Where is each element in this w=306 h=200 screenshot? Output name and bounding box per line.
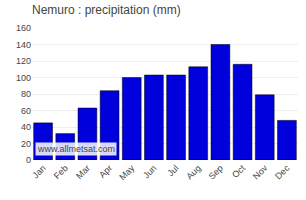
svg-text:Nemuro : precipitation (mm): Nemuro : precipitation (mm) bbox=[32, 3, 181, 17]
svg-text:100: 100 bbox=[16, 73, 31, 83]
svg-text:160: 160 bbox=[16, 23, 31, 33]
svg-text:60: 60 bbox=[21, 106, 31, 116]
svg-text:140: 140 bbox=[16, 40, 31, 50]
svg-text:0: 0 bbox=[26, 155, 31, 165]
svg-text:Apr: Apr bbox=[97, 163, 114, 180]
svg-text:Oct: Oct bbox=[230, 163, 247, 180]
svg-text:Sep: Sep bbox=[207, 163, 225, 181]
svg-text:Mar: Mar bbox=[74, 163, 92, 181]
svg-text:Feb: Feb bbox=[52, 163, 70, 181]
svg-text:120: 120 bbox=[16, 56, 31, 66]
svg-text:Jun: Jun bbox=[141, 163, 158, 180]
svg-text:80: 80 bbox=[21, 89, 31, 99]
svg-text:Jan: Jan bbox=[30, 163, 47, 180]
svg-text:Dec: Dec bbox=[273, 163, 292, 182]
svg-text:20: 20 bbox=[21, 139, 31, 149]
svg-text:Nov: Nov bbox=[251, 163, 270, 182]
svg-text:Jul: Jul bbox=[165, 163, 180, 178]
svg-text:40: 40 bbox=[21, 122, 31, 132]
svg-text:Aug: Aug bbox=[184, 163, 202, 181]
svg-text:www.allmetsat.com: www.allmetsat.com bbox=[37, 144, 115, 154]
svg-text:May: May bbox=[117, 163, 136, 182]
